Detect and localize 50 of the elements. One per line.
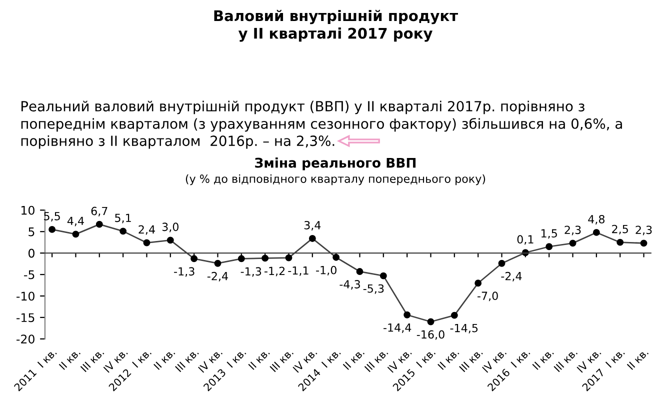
data-label: 2,4: [138, 225, 155, 235]
data-label: -5,3: [363, 284, 384, 294]
text: Валовий внутрішній продукт у II кварталі 2017 року: [214, 10, 458, 42]
x-tick-label: II кв.: [248, 348, 270, 370]
data-label: -1,0: [316, 266, 336, 276]
data-label: 3,4: [304, 220, 321, 231]
chart-subtitle: (у % до відповідного кварталу попереднього року): [186, 174, 486, 186]
x-tick-label: II кв.: [58, 348, 81, 370]
data-label: -1,2: [264, 266, 285, 276]
x-tick-label: III кв.: [175, 348, 199, 372]
data-label: 4,8: [588, 214, 605, 224]
x-tick-label: III кв.: [80, 348, 104, 372]
y-tick-label: -5: [24, 270, 34, 280]
y-tick-label: -15: [16, 313, 34, 322]
data-label: 6,7: [91, 206, 108, 216]
data-label: -2,4: [207, 272, 228, 282]
data-label: 2,3: [636, 226, 652, 236]
data-label: 4,4: [67, 216, 84, 226]
text: Реальний валовий внутрішній продукт (ВВП) у II кварталі 2017р. порівняно з попереднім кварталом (з урахуванням сезонного фактору) збільшився на 0,6%, а порівняно з II кварталом 2016р. – на 2,3%.: [21, 100, 622, 149]
data-label: 5,5: [44, 212, 60, 222]
y-tick-label: -10: [16, 292, 34, 301]
y-tick-label: 5: [28, 227, 34, 236]
y-tick-label: 0: [28, 248, 34, 258]
data-label: 0,1: [517, 235, 534, 245]
data-label: 5,1: [115, 214, 131, 224]
x-tick-label: II кв.: [342, 348, 365, 370]
data-label: -14,4: [384, 324, 412, 333]
chart-title: Зміна реального ВВП: [255, 158, 416, 170]
data-label: 2,5: [612, 224, 628, 234]
data-label: 3,0: [162, 222, 178, 232]
data-label: -16,0: [416, 330, 444, 340]
x-tick-label: III кв.: [364, 348, 388, 372]
data-label: 1,5: [541, 229, 557, 239]
data-label: -1,3: [174, 267, 194, 277]
x-tick-label: II кв.: [438, 348, 460, 370]
x-tick-label: II кв.: [154, 348, 176, 370]
data-label: -7,0: [478, 292, 498, 302]
data-label: 2,3: [564, 226, 581, 236]
x-tick-label: III кв.: [554, 348, 578, 372]
x-tick-label: II кв.: [626, 348, 649, 370]
data-label: -4,3: [340, 280, 360, 290]
data-label: -1,1: [288, 266, 308, 276]
y-tick-label: 10: [22, 206, 34, 215]
x-tick-label: III кв.: [270, 348, 294, 372]
x-tick-label: II кв.: [532, 348, 554, 370]
data-label: -2,4: [501, 272, 522, 282]
y-tick-label: -20: [16, 334, 34, 344]
data-label: -1,3: [240, 267, 262, 277]
x-tick-label: III кв.: [459, 348, 483, 372]
data-label: -14,5: [450, 324, 478, 334]
